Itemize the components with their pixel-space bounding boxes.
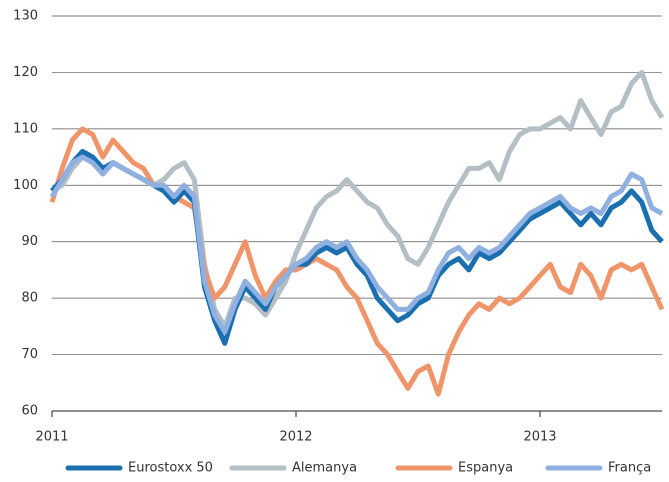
x-tick-label: 2011 — [35, 430, 68, 445]
y-tick-label: 60 — [21, 404, 38, 419]
y-tick-label: 70 — [21, 347, 38, 362]
series-line — [49, 154, 664, 335]
y-tick-label: 100 — [13, 178, 38, 193]
legend-label: França — [608, 461, 651, 476]
legend-label: Eurostoxx 50 — [128, 461, 213, 476]
legend-label: Alemanya — [292, 461, 357, 476]
x-tick-label: 2013 — [523, 430, 556, 445]
y-tick-label: 110 — [13, 121, 38, 136]
x-tick-label: 2012 — [279, 430, 312, 445]
y-tick-label: 120 — [13, 65, 38, 80]
y-tick-label: 80 — [21, 291, 38, 306]
legend-label: Espanya — [458, 461, 513, 476]
y-tick-label: 90 — [21, 234, 38, 249]
y-tick-label: 130 — [13, 9, 38, 24]
